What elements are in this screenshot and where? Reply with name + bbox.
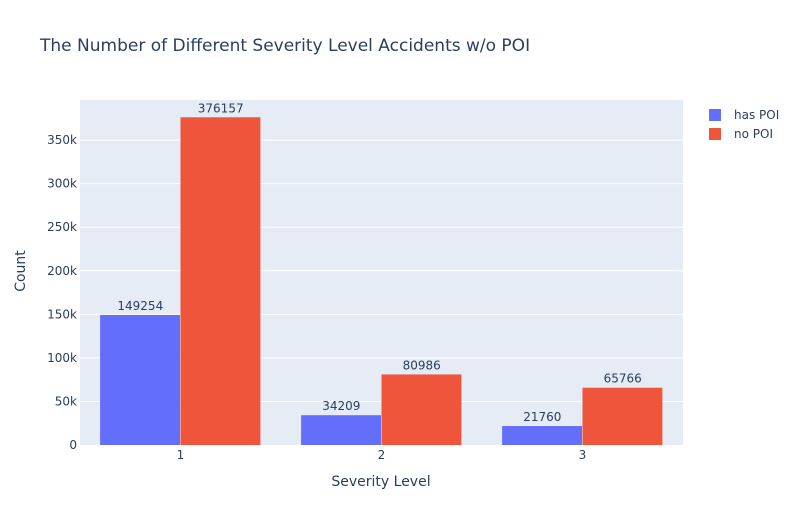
legend: has POI no POI bbox=[709, 108, 779, 141]
bar-has-poi-1 bbox=[100, 314, 180, 445]
data-label: 80986 bbox=[403, 358, 441, 372]
chart-title: The Number of Different Severity Level A… bbox=[39, 36, 530, 56]
x-tick-label: 1 bbox=[177, 448, 185, 462]
legend-item-label: has POI bbox=[734, 108, 779, 122]
y-tick-label: 250k bbox=[47, 220, 77, 234]
data-label: 21760 bbox=[523, 410, 561, 424]
bar-has-poi-3 bbox=[502, 426, 582, 445]
data-label: 34209 bbox=[322, 399, 360, 413]
x-tick-label: 3 bbox=[579, 448, 587, 462]
bar-labels: 149254 376157 34209 80986 21760 65766 bbox=[117, 101, 641, 424]
x-axis-ticks: 1 2 3 bbox=[177, 448, 587, 462]
legend-swatch bbox=[709, 109, 721, 121]
y-tick-label: 150k bbox=[47, 307, 77, 321]
y-axis-title: Count bbox=[13, 250, 29, 292]
data-label: 149254 bbox=[117, 299, 163, 313]
legend-item-label: no POI bbox=[734, 127, 773, 141]
x-axis-title: Severity Level bbox=[331, 474, 430, 490]
bars bbox=[100, 117, 663, 445]
bar-no-poi-1 bbox=[180, 117, 261, 445]
y-tick-label: 300k bbox=[47, 177, 77, 191]
y-tick-label: 0 bbox=[69, 438, 77, 452]
y-tick-label: 200k bbox=[47, 264, 77, 278]
bar-has-poi-2 bbox=[301, 415, 381, 445]
x-tick-label: 2 bbox=[378, 448, 386, 462]
y-tick-label: 50k bbox=[55, 394, 77, 408]
data-label: 376157 bbox=[198, 101, 244, 115]
y-tick-label: 100k bbox=[47, 351, 77, 365]
bar-no-poi-2 bbox=[381, 374, 462, 445]
bar-no-poi-3 bbox=[582, 387, 663, 445]
data-label: 65766 bbox=[604, 372, 642, 386]
legend-swatch bbox=[709, 128, 721, 140]
y-tick-label: 350k bbox=[47, 133, 77, 147]
y-axis-ticks: 0 50k 100k 150k 200k 250k 300k 350k bbox=[47, 133, 77, 452]
